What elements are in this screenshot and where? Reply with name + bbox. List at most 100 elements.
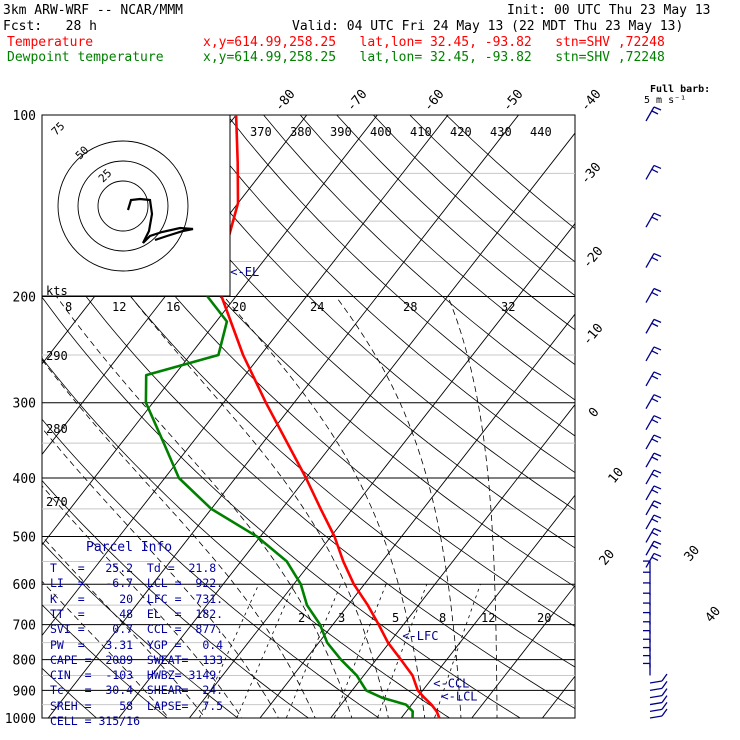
wind-barb-shaft xyxy=(645,165,655,180)
pressure-tick-label: 400 xyxy=(13,472,36,487)
theta-label: 390 xyxy=(330,125,352,139)
level-marker-ccl: <-CCL xyxy=(433,677,469,691)
isotherm-top-label: -80 xyxy=(272,87,299,115)
pressure-tick-label: 600 xyxy=(13,578,36,593)
wind-barb-shaft xyxy=(645,415,655,430)
wind-barb-flag xyxy=(661,701,668,710)
wind-barb-shaft xyxy=(645,288,655,303)
isotherm-top-label: -60 xyxy=(421,87,448,115)
wind-barb xyxy=(645,346,662,362)
wind-barb-shaft xyxy=(645,540,655,556)
theta-label: 380 xyxy=(290,125,312,139)
level-marker-el: <-EL xyxy=(230,265,259,279)
wind-barb-shaft xyxy=(645,452,655,468)
model-title: 3km ARW-WRF -- NCAR/MMM xyxy=(3,3,184,18)
isotherm-line xyxy=(541,675,575,718)
parcel-info-row: SREH = 58 LAPSE= 7.5 xyxy=(50,698,224,713)
wind-barb xyxy=(643,571,651,585)
wind-barb-flag xyxy=(653,514,662,519)
wind-barb-flag xyxy=(651,322,659,327)
pressure-tick-label: 900 xyxy=(13,684,36,699)
wind-barb xyxy=(645,514,662,530)
moist-adiabat xyxy=(447,296,498,718)
wind-barb-flag xyxy=(651,504,659,509)
wind-barb-flag xyxy=(651,216,659,221)
isotherm-right-label: -20 xyxy=(580,244,607,272)
moist-adiabat xyxy=(42,485,243,718)
wind-barb xyxy=(645,371,662,387)
mixing-ratio-label: 2 xyxy=(298,611,305,625)
moist-adiabat xyxy=(42,535,206,718)
wind-barb-shaft xyxy=(649,680,663,684)
parcel-info-row: TT = 48 EL = 182. xyxy=(50,606,224,621)
dry-adiabat xyxy=(43,115,575,627)
pressure-tick-label: 500 xyxy=(13,530,36,545)
isotherm-line xyxy=(471,584,575,718)
forecast-hour: Fcst: 28 h xyxy=(3,19,97,34)
temperature-legend-info: x,y=614.99,258.25 lat,lon= 32.45, -93.82… xyxy=(203,35,665,50)
hodograph-speed-label: 32 xyxy=(501,300,515,314)
wind-barb-flag xyxy=(653,452,662,457)
wind-barb-flag xyxy=(653,287,662,293)
parcel-info-row: SVI = 0.7 CCL = 877. xyxy=(50,622,224,637)
parcel-info-row: LI = -6.7 LCL = 922. xyxy=(50,576,224,591)
dry-adiabat xyxy=(42,418,380,718)
dry-adiabat xyxy=(42,296,521,718)
wind-barb xyxy=(645,527,662,543)
isotherm-top-label: -70 xyxy=(344,87,371,115)
wind-barb xyxy=(645,540,662,556)
parcel-info-row: T = 25.2 Td = 21.8 xyxy=(50,561,217,575)
wind-barb-flag xyxy=(651,256,659,262)
mixing-ratio-label: 8 xyxy=(439,611,446,625)
wind-barb-shaft xyxy=(645,500,655,516)
moist-adiabat xyxy=(42,427,279,718)
wind-barb-shaft xyxy=(645,319,655,334)
moist-adiabat xyxy=(56,296,353,718)
parcel-info-row: Tc = 30.4 SHEAR= 24. xyxy=(50,683,224,698)
wind-barb xyxy=(645,434,662,450)
barb-key-label: Full barb: xyxy=(650,84,711,95)
wind-barb-shaft xyxy=(645,394,655,410)
mixing-ratio-label: 5 xyxy=(392,611,399,625)
wind-barb xyxy=(645,287,662,303)
wind-barb-flag xyxy=(651,473,659,478)
dry-adiabat xyxy=(42,667,98,718)
wind-barb xyxy=(645,469,662,485)
isotherm-line xyxy=(47,115,520,718)
theta-label: 420 xyxy=(450,125,472,139)
dry-adiabat xyxy=(42,541,239,718)
pressure-tick-label: 300 xyxy=(13,397,36,412)
theta-label: 370 xyxy=(250,125,272,139)
parcel-info-row: CIN = -103 HWBZ= 3149. xyxy=(50,668,224,683)
hodograph-box xyxy=(41,114,231,297)
moist-adiabat xyxy=(130,296,389,718)
dry-adiabat xyxy=(263,115,575,401)
temperature-profile-line xyxy=(210,114,441,719)
wind-barb-shaft xyxy=(645,485,655,501)
wind-barb xyxy=(645,318,662,334)
moist-adiabat xyxy=(223,296,426,718)
mixing-ratio-label: 20 xyxy=(537,611,551,625)
mixing-ratio-line xyxy=(434,584,481,718)
parcel-info-row: CAPE = 2089 SWEAT= 133 xyxy=(50,652,224,667)
wind-barb-flag xyxy=(651,489,659,494)
wind-barb xyxy=(643,611,651,625)
dry-adiabat xyxy=(336,115,575,331)
isotherm-top-label: -50 xyxy=(500,87,527,115)
wind-barb-flag xyxy=(661,708,668,717)
mixing-ratio-label: 3 xyxy=(338,611,345,625)
wind-barb-shaft xyxy=(645,528,655,543)
wind-barb xyxy=(649,695,668,706)
wind-barb xyxy=(649,708,668,719)
hodograph-speed-label: 12 xyxy=(112,300,126,314)
wind-barb xyxy=(643,602,651,616)
wind-barb-flag xyxy=(653,415,662,420)
theta-left-label: 280 xyxy=(46,422,68,436)
theta-label: 440 xyxy=(530,125,552,139)
wind-barb-shaft xyxy=(645,346,655,362)
theta-label: 410 xyxy=(410,125,432,139)
hodograph-speed-label: 8 xyxy=(65,300,72,314)
hodograph-trace xyxy=(126,197,194,244)
valid-time: Valid: 04 UTC Fri 24 May 13 (22 MDT Thu … xyxy=(292,19,684,34)
